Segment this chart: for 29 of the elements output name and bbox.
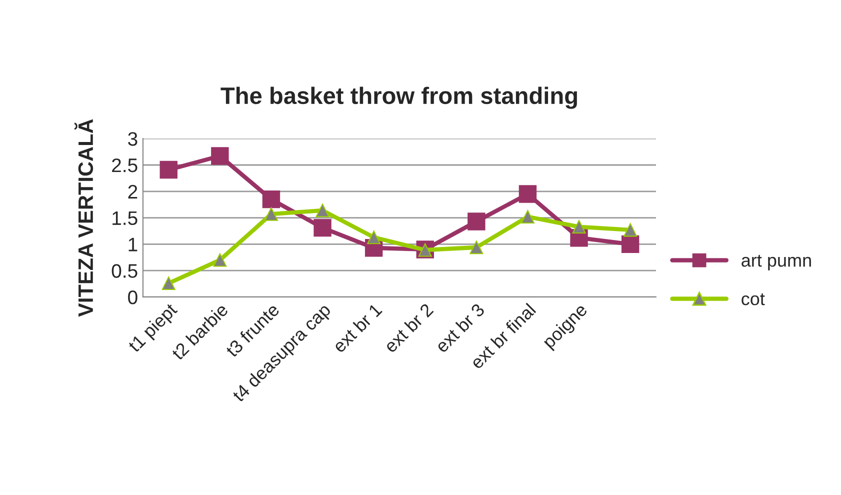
y-tick-label: 1: [128, 238, 138, 252]
legend-label: art pumn: [742, 254, 811, 270]
point: [262, 190, 280, 208]
y-tick-label: 0.5: [112, 264, 138, 278]
chart-title: The basket throw from standing: [220, 86, 577, 109]
point: [572, 220, 586, 234]
point: [621, 235, 640, 254]
point: [162, 276, 176, 290]
point: [316, 204, 330, 218]
point: [624, 223, 638, 237]
point: [367, 230, 381, 244]
y-tick-label: 0: [128, 290, 138, 304]
point: [160, 160, 178, 179]
point: [470, 240, 484, 254]
y-axis-title: VITEZA VERTICALĂ: [74, 119, 94, 317]
point: [264, 207, 278, 221]
legend-label: cot: [742, 293, 765, 306]
y-tick-label: 1.5: [112, 211, 138, 226]
point: [211, 147, 229, 165]
y-tick-label: 2: [128, 184, 138, 198]
point: [468, 212, 486, 230]
point: [520, 210, 534, 224]
point: [314, 218, 332, 237]
x-tick-label: ext br 1: [334, 302, 382, 354]
point: [518, 185, 537, 203]
y-tick-label: 2.5: [112, 158, 138, 172]
point: [213, 253, 227, 267]
y-tick-label: 3: [128, 132, 138, 146]
x-tick-label: ext br 2: [383, 302, 434, 354]
